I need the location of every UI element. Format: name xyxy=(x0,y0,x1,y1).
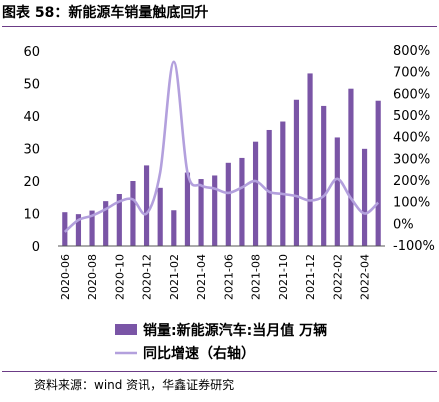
right-tick-label: 200% xyxy=(393,174,430,189)
legend-bar-swatch xyxy=(115,324,137,335)
bar xyxy=(130,181,136,246)
bar xyxy=(348,88,354,246)
left-tick-label: 10 xyxy=(23,208,40,223)
figure-title: 图表 58：新能源车销量触底回升 xyxy=(2,2,437,27)
left-tick-label: 40 xyxy=(23,110,40,125)
x-tick-label: 2020-08 xyxy=(86,254,99,300)
x-tick-label: 2020-12 xyxy=(141,254,154,300)
x-tick-label: 2021-04 xyxy=(195,254,208,300)
bar-series xyxy=(62,73,381,246)
bar xyxy=(280,121,286,246)
bottom-rule xyxy=(2,371,437,372)
right-tick-label: 0% xyxy=(393,217,414,232)
bar xyxy=(116,194,122,246)
legend-bar-label: 销量:新能源汽车:当月值 万辆 xyxy=(143,322,327,339)
right-tick-label: 500% xyxy=(393,109,430,124)
bar xyxy=(198,179,204,246)
x-axis-ticks: 2020-06 2020-08 2020-10 2020-12 2021-02 2021-… xyxy=(59,254,372,300)
x-tick-label: 2022-02 xyxy=(331,254,344,300)
bar xyxy=(334,137,340,246)
right-tick-label: 400% xyxy=(393,131,430,146)
left-tick-label: 60 xyxy=(23,45,40,60)
x-tick-label: 2022-04 xyxy=(359,254,372,300)
right-tick-label: 300% xyxy=(393,152,430,167)
left-tick-label: 30 xyxy=(23,143,40,158)
line-series-layer xyxy=(63,60,380,233)
bar xyxy=(75,214,82,246)
bar xyxy=(266,129,272,246)
bar xyxy=(62,212,68,246)
bar xyxy=(184,172,191,246)
x-tick-label: 2020-06 xyxy=(59,254,72,300)
x-tick-label: 2021-06 xyxy=(222,254,235,300)
source-note: 资料来源：wind 资讯，华鑫证券研究 xyxy=(34,378,235,392)
bar xyxy=(89,210,95,246)
bar xyxy=(252,141,259,246)
bar xyxy=(375,100,381,246)
bar xyxy=(212,175,218,246)
right-tick-label: 700% xyxy=(393,66,430,81)
x-tick-label: 2020-10 xyxy=(113,254,126,300)
left-axis-ticks: 0 10 20 30 40 50 60 xyxy=(23,45,40,255)
growth-line xyxy=(63,60,380,233)
left-tick-label: 50 xyxy=(23,78,40,93)
right-axis-ticks: -100% 0% 100% 200% 300% 400% 500% 600% 700% 800% xyxy=(393,44,435,254)
bar xyxy=(143,165,150,246)
x-tick-label: 2021-02 xyxy=(168,254,181,300)
bar xyxy=(321,105,327,246)
right-tick-label: 600% xyxy=(393,87,430,102)
right-tick-label: -100% xyxy=(393,239,435,254)
bar xyxy=(157,187,163,246)
bar xyxy=(293,99,300,246)
bar xyxy=(239,157,245,246)
bar xyxy=(103,201,109,246)
bar xyxy=(361,148,368,246)
x-tick-label: 2021-12 xyxy=(304,254,317,300)
bar xyxy=(225,162,231,246)
bar xyxy=(307,73,313,246)
right-tick-label: 800% xyxy=(393,44,430,59)
left-tick-label: 0 xyxy=(32,240,40,255)
legend-line-label: 同比增速（右轴） xyxy=(143,345,255,362)
left-tick-label: 20 xyxy=(23,175,40,190)
right-tick-label: 100% xyxy=(393,196,430,211)
bar xyxy=(171,210,177,246)
x-tick-label: 2021-10 xyxy=(277,254,290,300)
x-tick-label: 2021-08 xyxy=(250,254,263,300)
